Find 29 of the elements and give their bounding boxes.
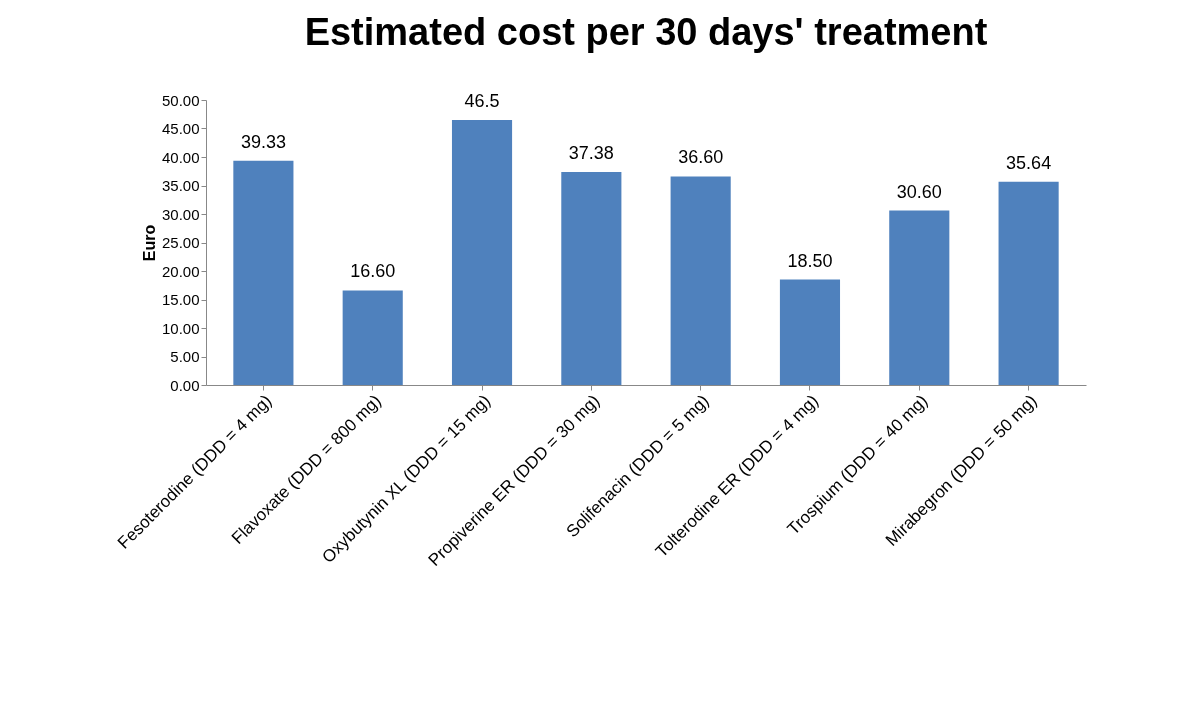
data-label: 30.60 <box>896 181 942 202</box>
y-tick-label: 15.00 <box>161 291 200 308</box>
data-label: 37.38 <box>568 142 614 163</box>
y-tick-label: 25.00 <box>161 234 200 251</box>
y-tick-label: 40.00 <box>161 148 200 166</box>
bar <box>670 176 731 385</box>
data-label: 18.50 <box>787 250 833 271</box>
data-label: 39.33 <box>240 131 286 152</box>
y-tick-label: 35.00 <box>161 177 200 194</box>
y-axis-title: Euro <box>140 224 158 262</box>
bar <box>342 290 403 385</box>
y-tick-label: 30.00 <box>161 205 200 223</box>
y-tick-label: 5.00 <box>170 348 200 365</box>
chart-title: Estimated cost per 30 days' treatment <box>304 10 988 53</box>
y-tick-label: 0.00 <box>170 376 200 394</box>
y-tick-label: 45.00 <box>161 120 200 137</box>
bar <box>889 210 950 385</box>
y-tick-label: 10.00 <box>161 319 200 337</box>
bar <box>451 119 513 385</box>
y-tick-label: 20.00 <box>161 262 200 280</box>
bar <box>561 171 622 385</box>
bar <box>998 181 1059 385</box>
y-tick-label: 50.00 <box>161 91 200 109</box>
data-label: 35.64 <box>1006 152 1052 173</box>
bar <box>779 279 841 385</box>
data-label: 16.60 <box>350 261 396 282</box>
data-label: 36.60 <box>678 147 724 168</box>
data-label: 46.5 <box>464 90 500 111</box>
bar <box>233 160 294 385</box>
